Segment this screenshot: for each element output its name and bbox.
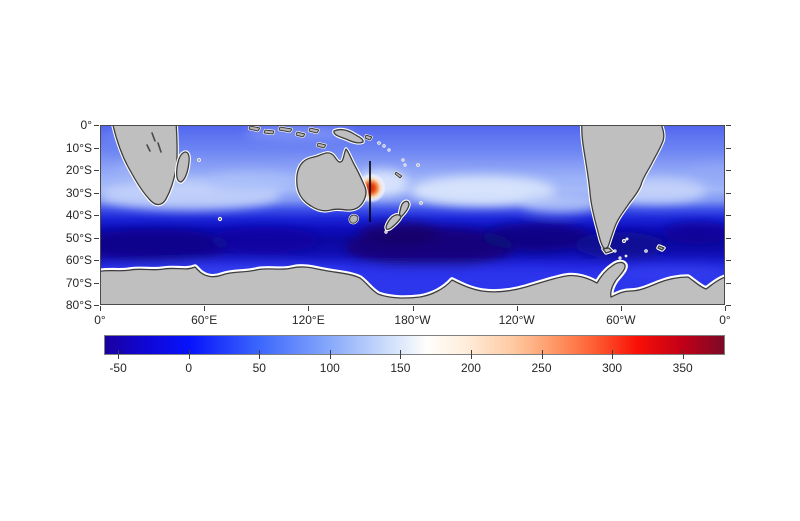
x-tick-label: 60°W (606, 313, 636, 327)
y-tick-label: 80°S (65, 298, 92, 312)
y-tick-label: 10°S (65, 140, 92, 155)
land-masses (100, 125, 725, 305)
y-tick-mark (94, 192, 99, 194)
africa-river-marks (146, 132, 162, 153)
colorbar-tick-label: 150 (390, 361, 411, 375)
y-tick-label: 50°S (65, 230, 92, 245)
map-svg (100, 125, 725, 305)
colorbar-tick-label: 100 (319, 361, 340, 375)
x-tick-label: 60°E (191, 313, 218, 327)
x-tick-mark (516, 306, 518, 311)
y-tick-mark (94, 260, 99, 261)
x-tick-mark (725, 306, 726, 311)
y-tick-mark-right (726, 125, 731, 126)
y-tick-mark-right (726, 215, 731, 216)
colorbar-tick-mark (612, 350, 614, 359)
colorbar-tick-mark (188, 350, 190, 359)
colorbar-tick-mark (541, 350, 543, 359)
colorbar-tick-mark (259, 350, 261, 359)
x-tick-mark (308, 306, 310, 311)
x-tick-mark (204, 306, 206, 311)
y-tick-mark (94, 215, 99, 216)
y-tick-mark-right (726, 170, 731, 171)
colorbar-tick-label: 200 (460, 361, 481, 375)
y-tick-label: 70°S (65, 275, 92, 290)
colorbar (104, 335, 725, 355)
y-tick-mark (94, 305, 99, 306)
axes-frame (100, 125, 725, 305)
x-tick-label: 180°W (394, 313, 431, 327)
colorbar-tick-mark (682, 350, 684, 359)
y-tick-mark-right (726, 192, 731, 194)
colorbar-tick-mark (118, 350, 120, 359)
colorbar-tick-mark (470, 350, 472, 359)
colorbar-tick-label: 300 (602, 361, 623, 375)
x-tick-mark (620, 306, 622, 311)
y-tick-mark (94, 147, 99, 149)
colorbar-tick-label: -50 (109, 361, 127, 375)
y-tick-mark-right (726, 147, 731, 149)
y-tick-mark-right (726, 282, 731, 284)
y-tick-label: 60°S (65, 253, 92, 267)
y-tick-label: 20°S (65, 163, 92, 177)
colorbar-tick-label: 250 (531, 361, 552, 375)
colorbar-tick-label: 350 (672, 361, 693, 375)
map-axes (100, 125, 725, 305)
x-tick-label: 0° (94, 313, 106, 327)
y-tick-mark (94, 237, 99, 239)
y-tick-mark-right (726, 305, 731, 306)
x-tick-label: 120°E (291, 313, 325, 327)
small-island-dots (197, 141, 648, 260)
x-tick-label: 120°W (498, 313, 535, 327)
colorbar-tick-label: 0 (185, 361, 193, 375)
y-tick-mark (94, 282, 99, 284)
y-tick-mark (94, 170, 99, 171)
colorbar-tick-mark (400, 350, 402, 359)
y-tick-label: 0° (80, 118, 92, 132)
x-tick-label: 0° (719, 313, 731, 327)
tasmania (349, 214, 359, 224)
x-tick-mark (100, 306, 101, 311)
x-tick-mark (412, 306, 414, 311)
y-tick-label: 30°S (65, 185, 92, 200)
colorbar-tick-label: 50 (252, 361, 266, 375)
y-tick-mark (94, 125, 99, 126)
colorbar-tick-mark (329, 350, 331, 359)
y-tick-mark-right (726, 237, 731, 239)
y-tick-label: 40°S (65, 208, 92, 222)
y-tick-mark-right (726, 260, 731, 261)
